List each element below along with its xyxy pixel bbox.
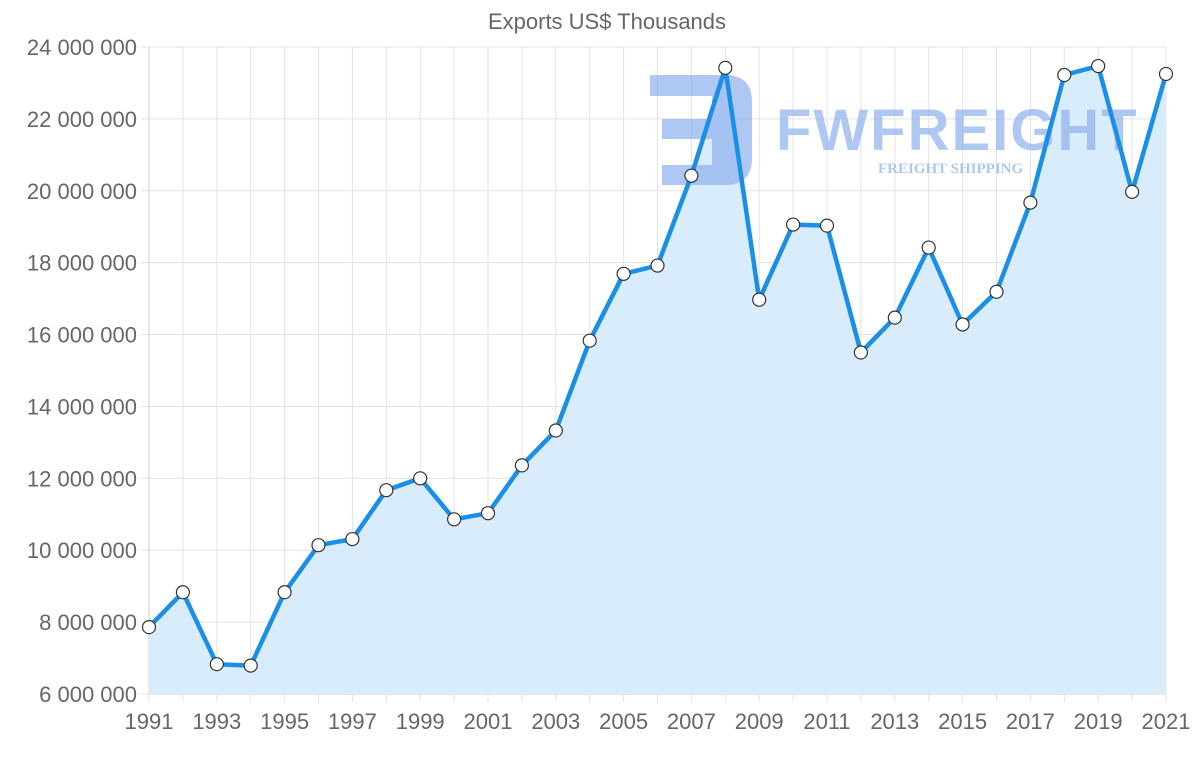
data-point-2013[interactable]: [887, 310, 902, 325]
data-point-2021[interactable]: [1158, 66, 1174, 82]
data-point-1997[interactable]: [345, 531, 360, 547]
x-tick-label: 2009: [735, 709, 784, 734]
data-point-2006[interactable]: [650, 258, 665, 273]
y-tick-label: 22 000 000: [27, 107, 137, 132]
data-point-1993[interactable]: [209, 657, 224, 672]
data-point-2000[interactable]: [447, 512, 462, 527]
data-point-2020[interactable]: [1124, 184, 1140, 199]
data-point-2017[interactable]: [1023, 195, 1038, 210]
data-point-1991[interactable]: [141, 620, 157, 635]
data-point-2004[interactable]: [582, 333, 597, 348]
data-point-2015[interactable]: [955, 317, 970, 332]
data-point-1992[interactable]: [175, 585, 190, 600]
x-tick-label: 2015: [938, 709, 987, 734]
data-point-2012[interactable]: [853, 345, 869, 360]
x-tick-label: 2013: [870, 709, 919, 734]
watermark-brand: FWFREIGHT: [776, 98, 1139, 163]
x-tick-label: 2007: [667, 709, 716, 734]
x-tick-label: 2003: [531, 709, 580, 734]
x-tick-label: 1995: [260, 709, 309, 734]
x-tick-label: 1991: [125, 709, 174, 734]
data-point-2011[interactable]: [819, 218, 835, 233]
area-fill: [149, 66, 1166, 695]
data-markers: [141, 58, 1174, 673]
x-axis-ticks: 1991 1993 1995 1997 1999 2001 2003 2005 2007 2009…: [125, 709, 1191, 734]
x-tick-label: 2001: [464, 709, 513, 734]
fwfreight-logo-icon: [650, 75, 752, 185]
y-tick-label: 8 000 000: [39, 610, 137, 635]
data-point-2008[interactable]: [718, 60, 733, 75]
data-point-2010[interactable]: [785, 217, 801, 232]
data-point-1999[interactable]: [413, 471, 428, 486]
y-axis-ticks: 24 000 000 22 000 000 20 000 000 18 000 000…: [27, 35, 137, 707]
y-tick-label: 20 000 000: [27, 179, 137, 204]
data-point-1994[interactable]: [243, 658, 258, 673]
x-tick-label: 2019: [1074, 709, 1123, 734]
x-tick-label: 1993: [192, 709, 241, 734]
x-tick-label: 2021: [1142, 709, 1191, 734]
y-tick-label: 24 000 000: [27, 35, 137, 60]
data-point-2001[interactable]: [480, 506, 496, 521]
data-point-2007[interactable]: [684, 168, 699, 183]
data-point-2014[interactable]: [921, 240, 936, 255]
data-point-2018[interactable]: [1057, 67, 1072, 83]
data-point-2005[interactable]: [616, 266, 631, 281]
y-tick-label: 6 000 000: [39, 682, 137, 707]
x-tick-label: 1997: [328, 709, 377, 734]
y-tick-label: 18 000 000: [27, 251, 137, 276]
x-tick-label: 1999: [396, 709, 445, 734]
x-tick-label: 2017: [1006, 709, 1055, 734]
x-tick-label: 2005: [599, 709, 648, 734]
watermark-tagline: FREIGHT SHIPPING: [878, 161, 1023, 177]
x-tick-label: 2011: [803, 709, 850, 734]
y-tick-label: 16 000 000: [27, 323, 137, 348]
data-point-1995[interactable]: [277, 585, 292, 600]
data-point-1996[interactable]: [311, 538, 326, 553]
data-point-2019[interactable]: [1091, 58, 1106, 74]
data-point-2009[interactable]: [752, 292, 767, 307]
data-point-1998[interactable]: [379, 483, 394, 498]
area-fill-path: [149, 66, 1166, 695]
chart-title: Exports US$ Thousands: [488, 9, 726, 34]
y-tick-label: 10 000 000: [27, 538, 137, 563]
y-tick-label: 12 000 000: [27, 466, 137, 491]
data-point-2016[interactable]: [989, 284, 1004, 299]
data-point-2002[interactable]: [514, 458, 530, 473]
fwfreight-watermark: FWFREIGHT FREIGHT SHIPPING: [650, 75, 1139, 185]
data-point-2003[interactable]: [548, 423, 563, 438]
y-tick-label: 14 000 000: [27, 394, 137, 419]
